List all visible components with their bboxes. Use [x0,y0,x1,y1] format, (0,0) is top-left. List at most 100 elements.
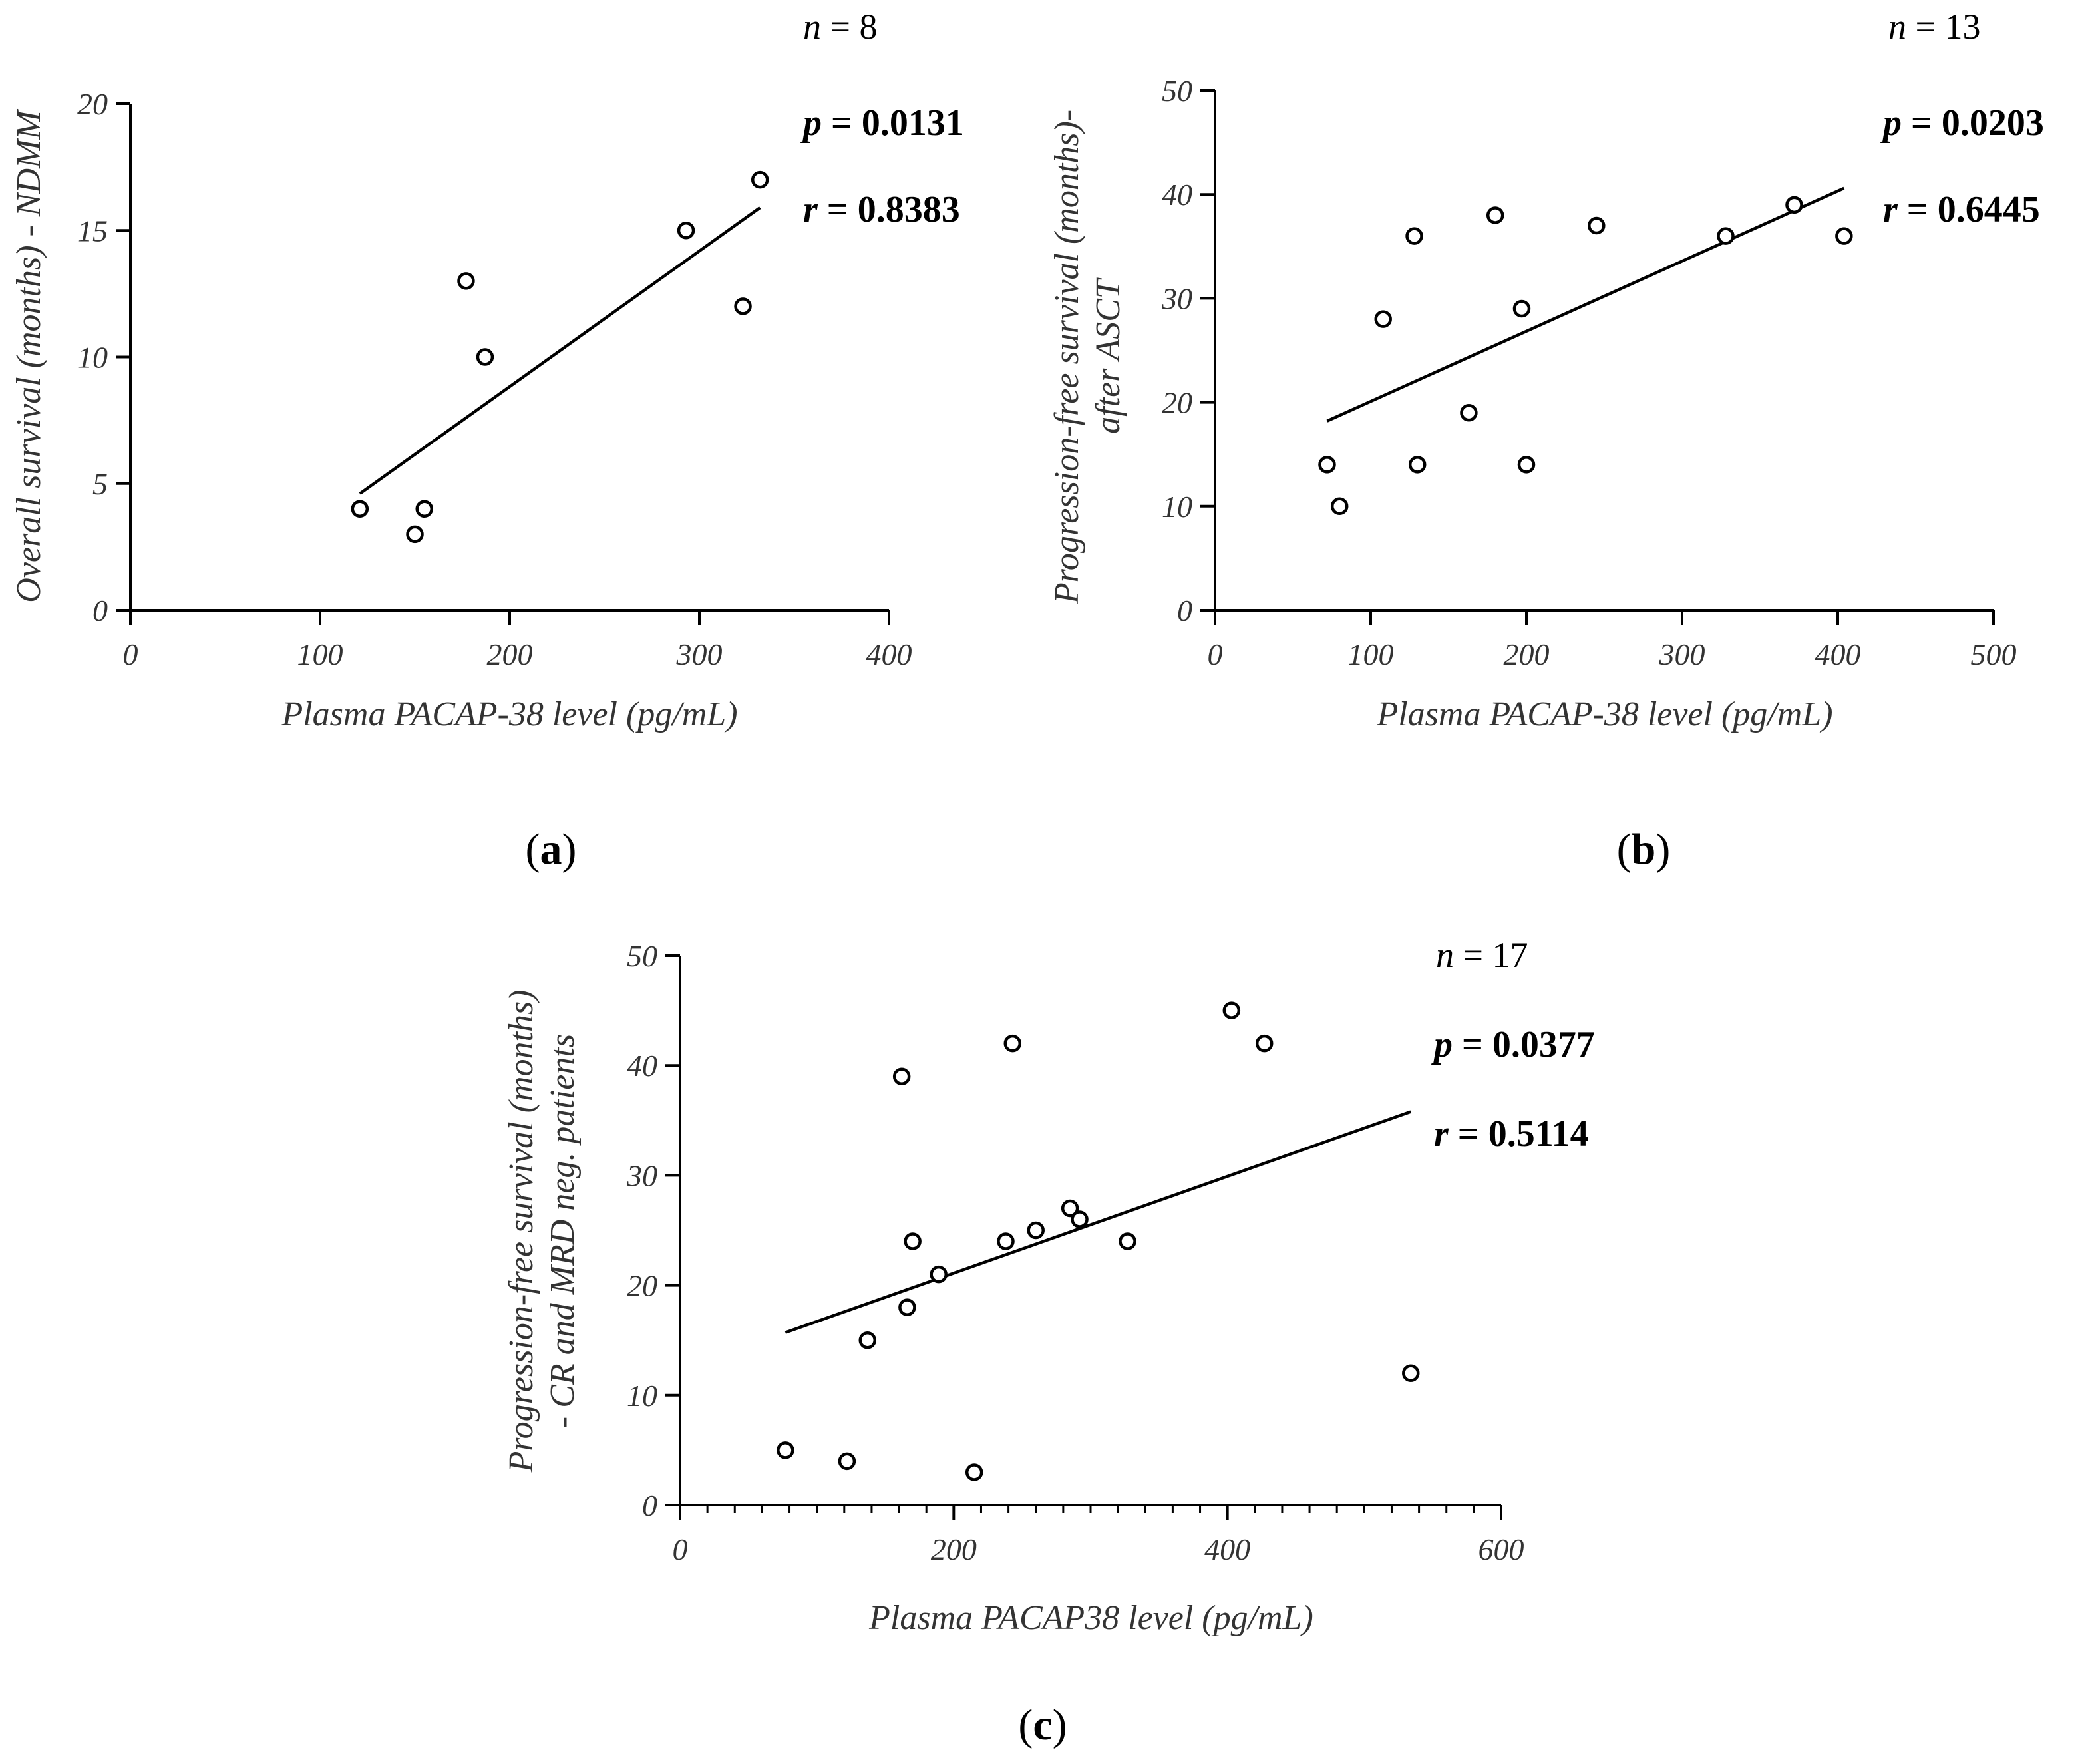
panel-c-x-axis-title: Plasma PACAP38 level (pg/mL) [868,1599,1313,1637]
panel-a-x-tick-label: 200 [487,637,533,671]
panel-a-data-point [476,348,494,366]
panel-a-y-tick-label: 10 [77,341,108,375]
panel-a-data-point [677,222,695,240]
panel-b-n-stat: n = 13 [1888,7,1980,47]
panel-a-r-label: r [803,189,818,230]
panel-b-y-tick-label: 0 [1177,594,1192,627]
panel-c-data-point [1402,1364,1420,1383]
panel-b-p-value: = 0.0203 [1902,102,2044,144]
panel-c-y-tick-label: 40 [627,1049,657,1083]
panel-c-p-value: = 0.0377 [1453,1024,1595,1065]
panel-b-y-axis-title-line2: after ASCT [1089,277,1127,434]
panel-b-chart: 0 100 200 300 400 500 0 10 20 30 40 50 Plasma PACAP… [1048,7,2044,874]
panel-a-data-point [751,170,769,189]
panel-b-letter: b [1632,825,1656,874]
panel-b-data-point [1405,227,1423,245]
panel-c-y-tick-label: 0 [642,1489,657,1522]
panel-a-p-value: = 0.0131 [822,102,964,144]
panel-b-n-label: n [1888,7,1906,47]
panel-b-x-tick-label: 0 [1208,637,1223,671]
panel-b-x-tick-label: 300 [1659,637,1705,671]
panel-a-points [351,170,769,544]
panel-c-label: (c) [1018,1701,1067,1749]
panel-a-letter: a [540,825,562,874]
panel-b-x-tick-label: 100 [1348,637,1394,671]
panel-a-r-value: = 0.8383 [818,189,960,230]
panel-b-y-tick-label: 40 [1162,178,1192,212]
panel-c-r-value: = 0.5114 [1449,1113,1589,1154]
panel-a-data-point [351,500,369,518]
panel-c-n-label: n [1436,935,1454,975]
panel-b-data-point [1460,403,1478,422]
panel-c-data-point [930,1265,948,1284]
panel-b-data-point [1717,227,1735,245]
panel-c-data-point [858,1331,877,1349]
panel-c-chart: 0 200 400 600 0 10 20 30 40 50 Plasma PACAP38 lev… [502,935,1595,1749]
panel-b-ticks: 0 100 200 300 400 500 0 10 20 30 40 50 [1161,74,2017,671]
panel-c-data-point [1061,1199,1079,1218]
panel-b-fit-line [1326,186,1845,423]
panel-c-x-tick-label: 400 [1204,1532,1250,1566]
panel-b-y-tick-label: 10 [1162,490,1192,524]
panel-c-data-point [1255,1034,1274,1053]
panel-b-x-axis-title: Plasma PACAP-38 level (pg/mL) [1376,695,1832,733]
panel-a-n-stat: n = 8 [803,7,877,47]
panel-c-x-tick-label: 200 [931,1532,977,1566]
panel-c-data-point [898,1298,916,1316]
panel-b-data-point [1835,227,1853,245]
panel-a-p-stat: p = 0.0131 [800,102,964,144]
panel-c-p-stat: p = 0.0377 [1431,1024,1595,1065]
panel-b-data-point [1318,456,1336,474]
panel-a-data-point [415,500,433,518]
panel-a-label: (a) [526,825,577,874]
panel-b-y-axis-title-line1: Progression-free survival (months)- [1048,110,1086,604]
panel-b-y-tick-label: 50 [1162,74,1192,108]
panel-b-p-stat: p = 0.0203 [1880,102,2044,144]
panel-c-data-point [1222,1001,1241,1019]
panel-c-y-tick-label: 50 [627,939,657,973]
panel-a-chart: 0 100 200 300 400 0 5 10 15 20 Plasma PACAP-38 le… [10,7,964,874]
panel-c-data-point [1027,1221,1045,1240]
panel-a-y-tick-label: 20 [77,87,108,121]
panel-b-data-point [1486,206,1504,224]
panel-c-data-point [965,1463,983,1481]
panel-b-x-tick-label: 500 [1971,637,2017,671]
panel-b-data-point [1512,299,1531,318]
panel-c-points [777,1001,1420,1481]
panel-a-x-tick-label: 100 [297,637,343,671]
panel-b-points [1318,196,1853,516]
panel-b-data-point [1374,310,1392,328]
panel-b-y-tick-label: 20 [1162,386,1192,420]
panel-a-p-label: p [800,102,822,144]
panel-b-data-point [1408,456,1427,474]
panel-b-p-label: p [1880,102,1902,144]
panel-c-n-value: = 17 [1454,935,1528,975]
panel-a-data-point [457,272,475,290]
panel-a-x-axis-title: Plasma PACAP-38 level (pg/mL) [281,695,737,733]
panel-a-x-tick-label: 300 [676,637,723,671]
panel-b-r-label: r [1883,189,1898,230]
panel-b-data-point [1785,196,1803,214]
panel-b-y-tick-label: 30 [1161,281,1192,315]
panel-c-y-tick-label: 10 [627,1379,657,1413]
panel-a-y-tick-label: 0 [92,594,108,627]
panel-a-fit-line [359,206,761,495]
panel-c-y-axis-title-line1: Progression-free survival (months) [502,989,540,1473]
panel-a-n-label: n [803,7,821,47]
panel-c-p-label: p [1431,1024,1453,1065]
panel-c-ticks: 0 200 400 600 0 10 20 30 40 50 [626,939,1524,1566]
panel-c-data-point [904,1232,922,1250]
panel-a-n-value: = 8 [821,7,877,47]
panel-b-r-stat: r = 0.6445 [1883,189,2040,230]
panel-c-data-point [838,1452,856,1471]
panel-b-label: (b) [1617,825,1671,874]
panel-c-y-tick-label: 20 [627,1269,657,1303]
panel-c-x-tick-label: 600 [1478,1532,1524,1566]
panel-b-data-point [1588,216,1606,235]
panel-c-data-point [1071,1210,1089,1228]
panel-b-x-tick-label: 400 [1815,637,1861,671]
panel-c-data-point [997,1232,1015,1250]
panel-c-y-axis-title-line2: - CR and MRD neg. patients [544,1034,582,1428]
panel-c-fit-line [784,1110,1412,1334]
